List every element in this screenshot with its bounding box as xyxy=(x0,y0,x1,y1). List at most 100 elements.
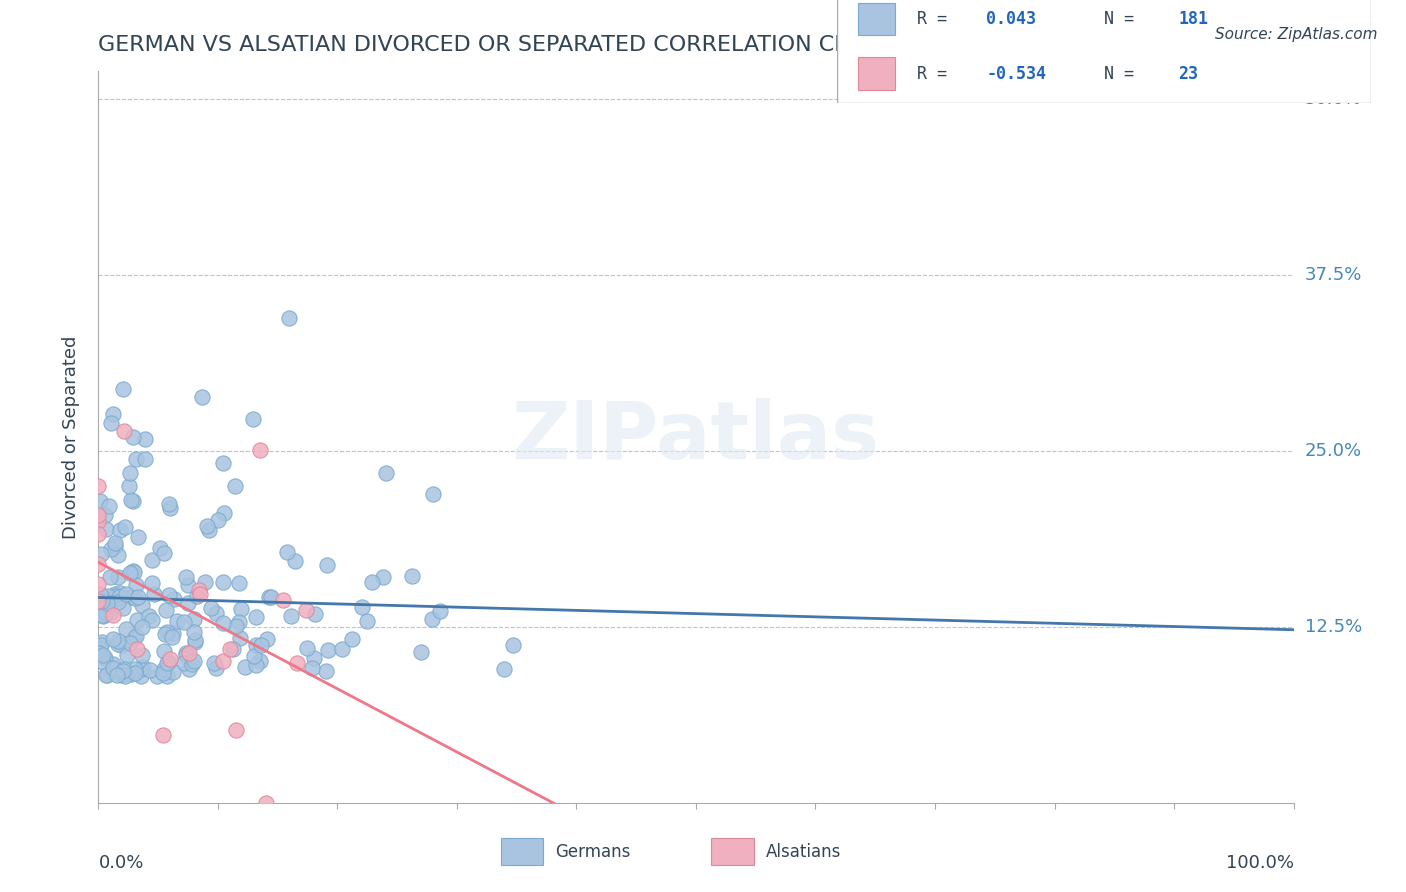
Point xyxy=(502,638,524,652)
Point xyxy=(129,662,152,676)
Point xyxy=(194,574,217,589)
Point xyxy=(177,662,200,676)
Point xyxy=(156,656,179,670)
Point xyxy=(152,665,174,680)
FancyBboxPatch shape xyxy=(858,57,896,90)
Point xyxy=(87,646,110,660)
Point xyxy=(294,603,316,617)
Point xyxy=(212,456,235,470)
Text: Alsatians: Alsatians xyxy=(766,843,842,861)
Point xyxy=(90,548,112,562)
Point xyxy=(104,539,127,553)
Point xyxy=(105,668,128,682)
Point xyxy=(254,796,277,810)
Point xyxy=(188,583,211,598)
Point xyxy=(183,625,205,640)
Point xyxy=(174,646,197,660)
Point xyxy=(174,570,197,584)
Point xyxy=(422,487,444,501)
Point xyxy=(242,412,264,426)
Point xyxy=(155,602,177,616)
Point xyxy=(157,588,180,602)
Point xyxy=(104,587,127,601)
Point xyxy=(87,479,110,493)
Point xyxy=(152,728,174,742)
Point xyxy=(302,650,325,665)
Point xyxy=(118,479,141,493)
Point xyxy=(375,467,398,481)
Point xyxy=(204,656,226,670)
Point xyxy=(127,590,149,604)
FancyBboxPatch shape xyxy=(837,0,1371,103)
Point xyxy=(107,637,129,651)
Point xyxy=(107,633,129,648)
Point xyxy=(156,669,179,683)
Point xyxy=(315,558,337,572)
Point xyxy=(228,615,250,629)
Point xyxy=(186,590,208,604)
Point xyxy=(225,723,247,738)
Point xyxy=(141,576,163,591)
Point xyxy=(93,607,115,622)
Point xyxy=(124,591,146,606)
Point xyxy=(114,520,136,534)
Point xyxy=(243,649,266,664)
Text: 100.0%: 100.0% xyxy=(1226,854,1294,872)
Point xyxy=(120,591,142,605)
Point xyxy=(94,668,117,682)
Point xyxy=(153,644,176,658)
Point xyxy=(315,665,337,679)
Point xyxy=(173,615,195,629)
Point xyxy=(280,609,302,624)
Point xyxy=(163,592,186,607)
Point xyxy=(131,648,153,662)
Point xyxy=(212,654,235,668)
Point xyxy=(107,570,129,584)
Point xyxy=(122,564,145,578)
Y-axis label: Divorced or Separated: Divorced or Separated xyxy=(62,335,80,539)
Point xyxy=(98,570,121,584)
Point xyxy=(108,586,131,600)
Point xyxy=(222,642,245,657)
Point xyxy=(183,612,205,626)
Point xyxy=(122,632,145,646)
Point xyxy=(139,664,162,678)
Text: Germans: Germans xyxy=(555,843,631,861)
Point xyxy=(104,536,127,550)
Point xyxy=(108,523,131,537)
Point xyxy=(114,669,136,683)
Point xyxy=(285,657,308,671)
Point xyxy=(191,390,214,404)
Point xyxy=(301,660,323,674)
Point xyxy=(138,609,160,624)
Point xyxy=(89,587,111,601)
Point xyxy=(87,527,110,541)
Point xyxy=(422,612,444,626)
Point xyxy=(87,558,110,572)
Point xyxy=(152,662,174,676)
Point xyxy=(108,590,131,604)
Point xyxy=(174,648,197,662)
Point xyxy=(224,479,246,493)
Point xyxy=(159,500,181,515)
Point xyxy=(204,606,226,620)
Text: R =: R = xyxy=(917,64,956,83)
Text: 37.5%: 37.5% xyxy=(1305,267,1362,285)
Point xyxy=(141,552,163,566)
Point xyxy=(184,632,207,647)
Point xyxy=(129,668,152,682)
Point xyxy=(118,636,141,650)
Point xyxy=(212,574,235,589)
Point xyxy=(429,604,451,618)
Point xyxy=(245,638,267,652)
Point xyxy=(304,607,326,622)
Text: GERMAN VS ALSATIAN DIVORCED OR SEPARATED CORRELATION CHART: GERMAN VS ALSATIAN DIVORCED OR SEPARATED… xyxy=(98,35,894,54)
Point xyxy=(162,665,184,680)
Text: -0.534: -0.534 xyxy=(986,64,1046,83)
Point xyxy=(212,616,235,631)
Point xyxy=(111,665,134,679)
Point xyxy=(183,654,205,668)
Point xyxy=(98,596,121,610)
Point xyxy=(160,630,183,644)
Text: 0.043: 0.043 xyxy=(986,10,1036,28)
